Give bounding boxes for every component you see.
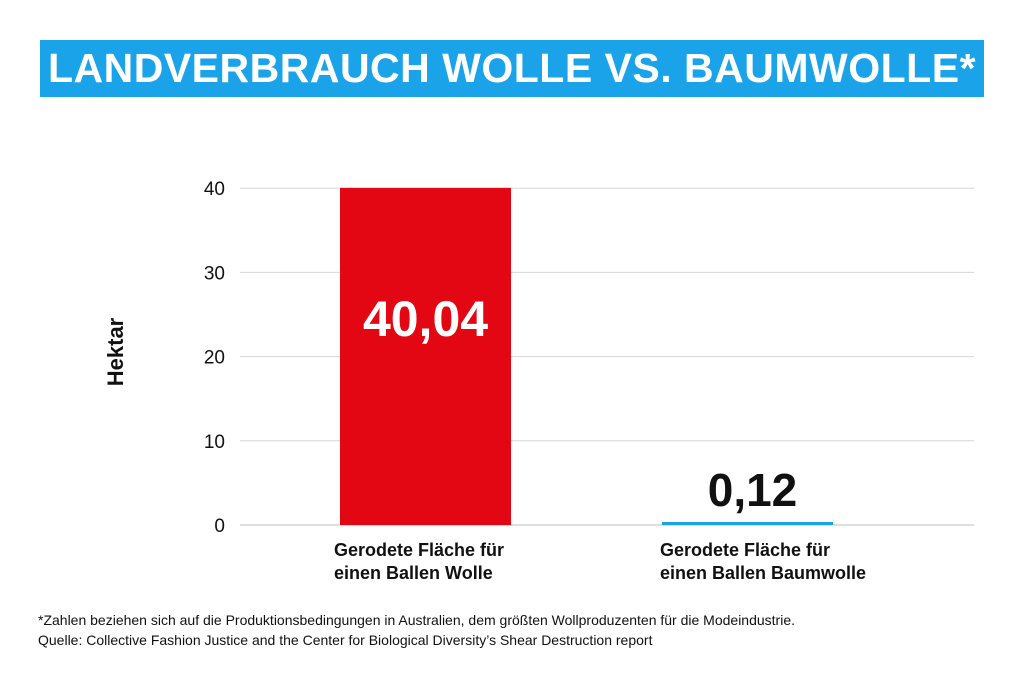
category-label-wool-line-2: einen Ballen Wolle	[334, 563, 493, 583]
bar-wool	[340, 187, 511, 525]
y-tick-label-0: 0	[214, 516, 225, 537]
title-banner: LANDVERBRAUCH WOLLE VS. BAUMWOLLE*	[40, 40, 984, 97]
footnote-line-1: *Zahlen beziehen sich auf die Produktion…	[38, 612, 795, 628]
chart-title: LANDVERBRAUCH WOLLE VS. BAUMWOLLE*	[47, 45, 977, 91]
footnote: *Zahlen beziehen sich auf die Produktion…	[38, 610, 1008, 650]
y-tick-label-40: 40	[204, 179, 225, 200]
data-label-cotton: 0,12	[708, 464, 798, 516]
y-tick-label-30: 30	[204, 263, 225, 284]
category-label-cotton: Gerodete Fläche für einen Ballen Baumwol…	[660, 539, 920, 585]
category-label-cotton-line-2: einen Ballen Baumwolle	[660, 563, 867, 583]
bar-cotton	[662, 522, 833, 525]
data-label-wool: 40,04	[363, 291, 488, 347]
category-label-cotton-line-1: Gerodete Fläche für	[660, 540, 831, 560]
y-tick-label-20: 20	[204, 348, 225, 369]
footnote-source: Quelle: Collective Fashion Justice and t…	[38, 632, 653, 648]
category-label-wool: Gerodete Fläche für einen Ballen Wolle	[334, 539, 594, 585]
category-label-wool-line-1: Gerodete Fläche für	[334, 540, 505, 560]
y-tick-label-10: 10	[204, 432, 225, 453]
